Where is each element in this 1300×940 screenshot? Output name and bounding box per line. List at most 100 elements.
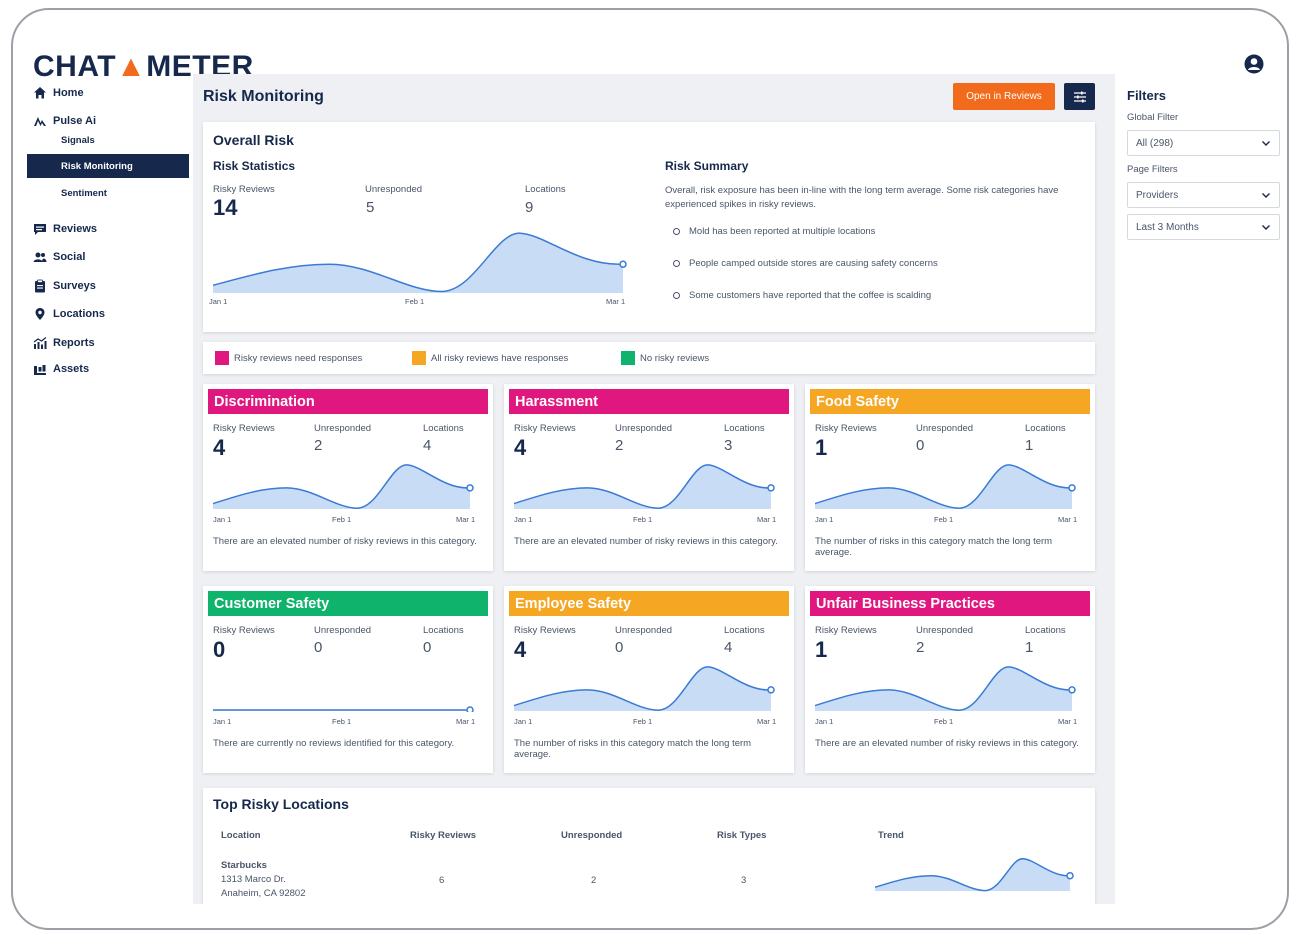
- locations-value: 4: [423, 437, 432, 454]
- locations-value: 0: [423, 639, 432, 656]
- sidebar-item-label: Locations: [53, 308, 105, 320]
- unresponded-label: Unresponded: [916, 423, 974, 434]
- sidebar-item-sentiment[interactable]: Sentiment: [27, 181, 189, 205]
- trend-end-point: [466, 706, 474, 712]
- category-card-unfair-business-practices[interactable]: Unfair Business Practices Risky Reviews 1 U…: [805, 586, 1095, 773]
- locations-label: Locations: [724, 423, 765, 434]
- sidebar-item-social[interactable]: Social: [33, 248, 85, 266]
- sidebar-item-reviews[interactable]: Reviews: [33, 220, 97, 238]
- chevron-down-icon: [1262, 193, 1270, 198]
- trend-area: [815, 666, 1072, 711]
- social-icon: [33, 252, 47, 262]
- unresponded-value: 2: [615, 437, 624, 454]
- chevron-down-icon: [1262, 141, 1270, 146]
- sidebar-item-home[interactable]: Home: [33, 84, 84, 102]
- trend-end-point: [1066, 871, 1074, 880]
- overall-risk-trend-chart: [213, 232, 627, 293]
- legend-label: Risky reviews need responses: [234, 352, 363, 364]
- column-header-risk-types: Risk Types: [717, 830, 767, 841]
- sidebar-item-label: Social: [53, 251, 86, 263]
- summary-bullet: Some customers have reported that the co…: [673, 290, 931, 301]
- summary-bullet: Mold has been reported at multiple locat…: [673, 226, 875, 237]
- category-trend-chart: [815, 464, 1076, 509]
- sidebar-item-surveys[interactable]: Surveys: [33, 277, 96, 295]
- risky-reviews-value: 14: [213, 195, 238, 220]
- risky-reviews-label: Risky Reviews: [213, 423, 275, 434]
- axis-label-mid: Feb 1: [633, 717, 653, 726]
- providers-select[interactable]: Providers: [1127, 182, 1280, 208]
- bullet-text: People camped outside stores are causing…: [689, 258, 938, 269]
- category-card-harassment[interactable]: Harassment Risky Reviews 4 Unresponded 2 Loca…: [504, 384, 794, 571]
- category-trend-chart: [514, 666, 775, 711]
- axis-label-start: Jan 1: [514, 515, 533, 524]
- location-risky-reviews: 6: [439, 875, 445, 886]
- legend-swatch: [412, 351, 426, 365]
- category-description: There are an elevated number of risky re…: [815, 738, 1079, 749]
- trend-end-point: [466, 484, 474, 492]
- location-name[interactable]: Starbucks: [221, 860, 267, 871]
- column-header-trend: Trend: [878, 830, 904, 841]
- risky-reviews-value: 4: [514, 435, 527, 460]
- risky-reviews-value: 1: [815, 637, 828, 662]
- unresponded-value: 0: [916, 437, 925, 454]
- axis-label-mid: Feb 1: [405, 297, 425, 306]
- sidebar-item-label: Risk Monitoring: [61, 160, 133, 172]
- category-description: There are an elevated number of risky re…: [514, 536, 778, 547]
- sidebar-item-label: Assets: [53, 363, 90, 375]
- date-range-select[interactable]: Last 3 Months: [1127, 214, 1280, 240]
- category-card-discrimination[interactable]: Discrimination Risky Reviews 4 Unresponded 2…: [203, 384, 493, 571]
- risky-reviews-value: 0: [213, 637, 226, 662]
- risky-reviews-label: Risky Reviews: [815, 423, 877, 434]
- risky-reviews-label: Risky Reviews: [815, 625, 877, 636]
- axis-label-mid: Feb 1: [934, 717, 954, 726]
- unresponded-label: Unresponded: [615, 423, 673, 434]
- legend-label: All risky reviews have responses: [431, 352, 569, 364]
- unresponded-value: 2: [314, 437, 323, 454]
- column-header-risky-reviews: Risky Reviews: [410, 830, 477, 841]
- axis-label-end: Mar 1: [606, 297, 626, 306]
- locations-label: Locations: [1025, 423, 1066, 434]
- date-range-value: Last 3 Months: [1136, 221, 1199, 233]
- category-trend-chart: [514, 464, 775, 509]
- trend-end-point: [1068, 484, 1076, 492]
- surveys-icon: [35, 279, 45, 293]
- risky-reviews-label: Risky Reviews: [514, 625, 576, 636]
- trend-end-point: [767, 686, 775, 694]
- global-filter-label: Global Filter: [1127, 112, 1179, 123]
- category-card-customer-safety[interactable]: Customer Safety Risky Reviews 0 Unresponded…: [203, 586, 493, 773]
- category-card-employee-safety[interactable]: Employee Safety Risky Reviews 4 Unresponded…: [504, 586, 794, 773]
- locations-label: Locations: [1025, 625, 1066, 636]
- trend-end-point: [619, 260, 627, 268]
- axis-label-mid: Feb 1: [332, 515, 352, 524]
- location-address-line1: 1313 Marco Dr.: [221, 874, 286, 885]
- category-trend-chart: [815, 666, 1076, 711]
- providers-value: Providers: [1136, 189, 1179, 201]
- sidebar-item-risk-monitoring[interactable]: Risk Monitoring: [27, 154, 189, 178]
- page-title: Risk Monitoring: [203, 88, 324, 105]
- global-filter-select[interactable]: All (298): [1127, 130, 1280, 156]
- legend-item-needs-response: Risky reviews need responses: [215, 351, 362, 365]
- category-title: Discrimination: [208, 389, 488, 414]
- page-filters-label: Page Filters: [1127, 164, 1178, 175]
- locations-label: Locations: [724, 625, 765, 636]
- sidebar-item-label: Pulse Ai: [53, 115, 96, 127]
- axis-label-mid: Feb 1: [633, 515, 653, 524]
- sidebar-item-assets[interactable]: Assets: [33, 360, 89, 378]
- category-card-food-safety[interactable]: Food Safety Risky Reviews 1 Unresponded 0 Loc…: [805, 384, 1095, 571]
- settings-button[interactable]: [1064, 83, 1095, 110]
- sidebar-item-pulse-ai[interactable]: Pulse Ai: [33, 112, 96, 130]
- sidebar-item-label: Reports: [53, 337, 95, 349]
- bullet-icon: [673, 260, 680, 267]
- bullet-icon: [673, 292, 680, 299]
- global-filter-value: All (298): [1136, 137, 1174, 149]
- column-header-location: Location: [221, 830, 261, 841]
- axis-label-start: Jan 1: [815, 515, 834, 524]
- open-in-reviews-button[interactable]: Open in Reviews: [953, 83, 1055, 110]
- trend-area: [514, 464, 771, 509]
- user-account-icon[interactable]: [1244, 54, 1264, 74]
- sidebar-item-locations[interactable]: Locations: [33, 305, 105, 323]
- reports-icon: [33, 337, 47, 349]
- sidebar-item-label: Sentiment: [61, 187, 107, 199]
- sidebar-item-reports[interactable]: Reports: [33, 334, 95, 352]
- sidebar-item-signals[interactable]: Signals: [27, 128, 189, 152]
